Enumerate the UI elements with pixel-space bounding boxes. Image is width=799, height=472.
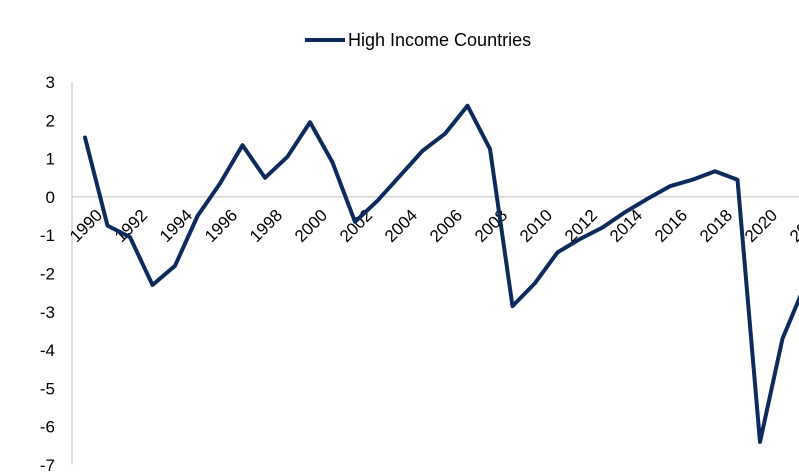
data-point	[308, 120, 312, 124]
data-point	[353, 220, 357, 224]
x-tick-label: 2004	[381, 206, 421, 246]
series-points	[83, 104, 799, 444]
x-tick-label: 2002	[336, 206, 376, 246]
x-tick-label: 2008	[471, 206, 511, 246]
data-point	[646, 197, 650, 201]
x-tick-label: 2006	[426, 206, 466, 246]
legend-label-high-income: High Income Countries	[348, 30, 531, 50]
y-tick-label: 0	[46, 188, 55, 207]
data-point	[758, 440, 762, 444]
y-tick-label: -4	[40, 341, 55, 360]
data-point	[533, 281, 537, 285]
data-point	[668, 184, 672, 188]
y-tick-label: -2	[40, 265, 55, 284]
y-tick-label: -6	[40, 418, 55, 437]
data-point	[578, 237, 582, 241]
x-tick-label: 2010	[516, 206, 556, 246]
y-tick-label: 1	[46, 150, 55, 169]
data-point	[556, 250, 560, 254]
y-tick-label: 3	[46, 73, 55, 92]
data-point	[286, 155, 290, 159]
data-point	[128, 235, 132, 239]
data-point	[691, 178, 695, 182]
y-tick-labels: 3 2 1 0 -1 -2 -3 -4 -5 -6 -7	[40, 73, 55, 472]
data-point	[713, 169, 717, 173]
x-tick-label: 1998	[246, 206, 286, 246]
data-point	[218, 182, 222, 186]
x-tick-label: 2000	[291, 206, 331, 246]
data-point	[421, 149, 425, 153]
y-tick-label: -1	[40, 226, 55, 245]
x-tick-label: 2016	[651, 206, 691, 246]
data-point	[376, 199, 380, 203]
data-point	[623, 210, 627, 214]
data-point	[83, 136, 87, 140]
x-tick-label: 2018	[696, 206, 736, 246]
x-tick-label: 2022	[786, 206, 799, 246]
data-point	[241, 143, 245, 147]
data-point	[331, 160, 335, 164]
data-point	[173, 264, 177, 268]
legend: High Income Countries	[305, 30, 531, 50]
data-point	[781, 337, 785, 341]
data-point	[601, 226, 605, 230]
y-tick-label: -3	[40, 303, 55, 322]
data-point	[263, 176, 267, 180]
x-tick-label: 1996	[201, 206, 241, 246]
data-point	[488, 147, 492, 151]
data-point	[736, 178, 740, 182]
data-point	[466, 104, 470, 108]
x-tick-label: 2020	[741, 206, 781, 246]
data-point	[196, 214, 200, 218]
data-point	[106, 224, 110, 228]
y-tick-label: 2	[46, 111, 55, 130]
y-tick-label: -7	[40, 456, 55, 472]
data-point	[511, 304, 515, 308]
x-tick-label: 1994	[156, 206, 196, 246]
data-point	[151, 283, 155, 287]
y-tick-label: -5	[40, 379, 55, 398]
data-point	[443, 132, 447, 136]
series-line-high-income	[83, 103, 799, 444]
x-tick-labels: 1990 1992 1994 1996 1998 2000 2002 2004 2006 2008…	[66, 206, 799, 246]
data-point	[398, 174, 402, 178]
